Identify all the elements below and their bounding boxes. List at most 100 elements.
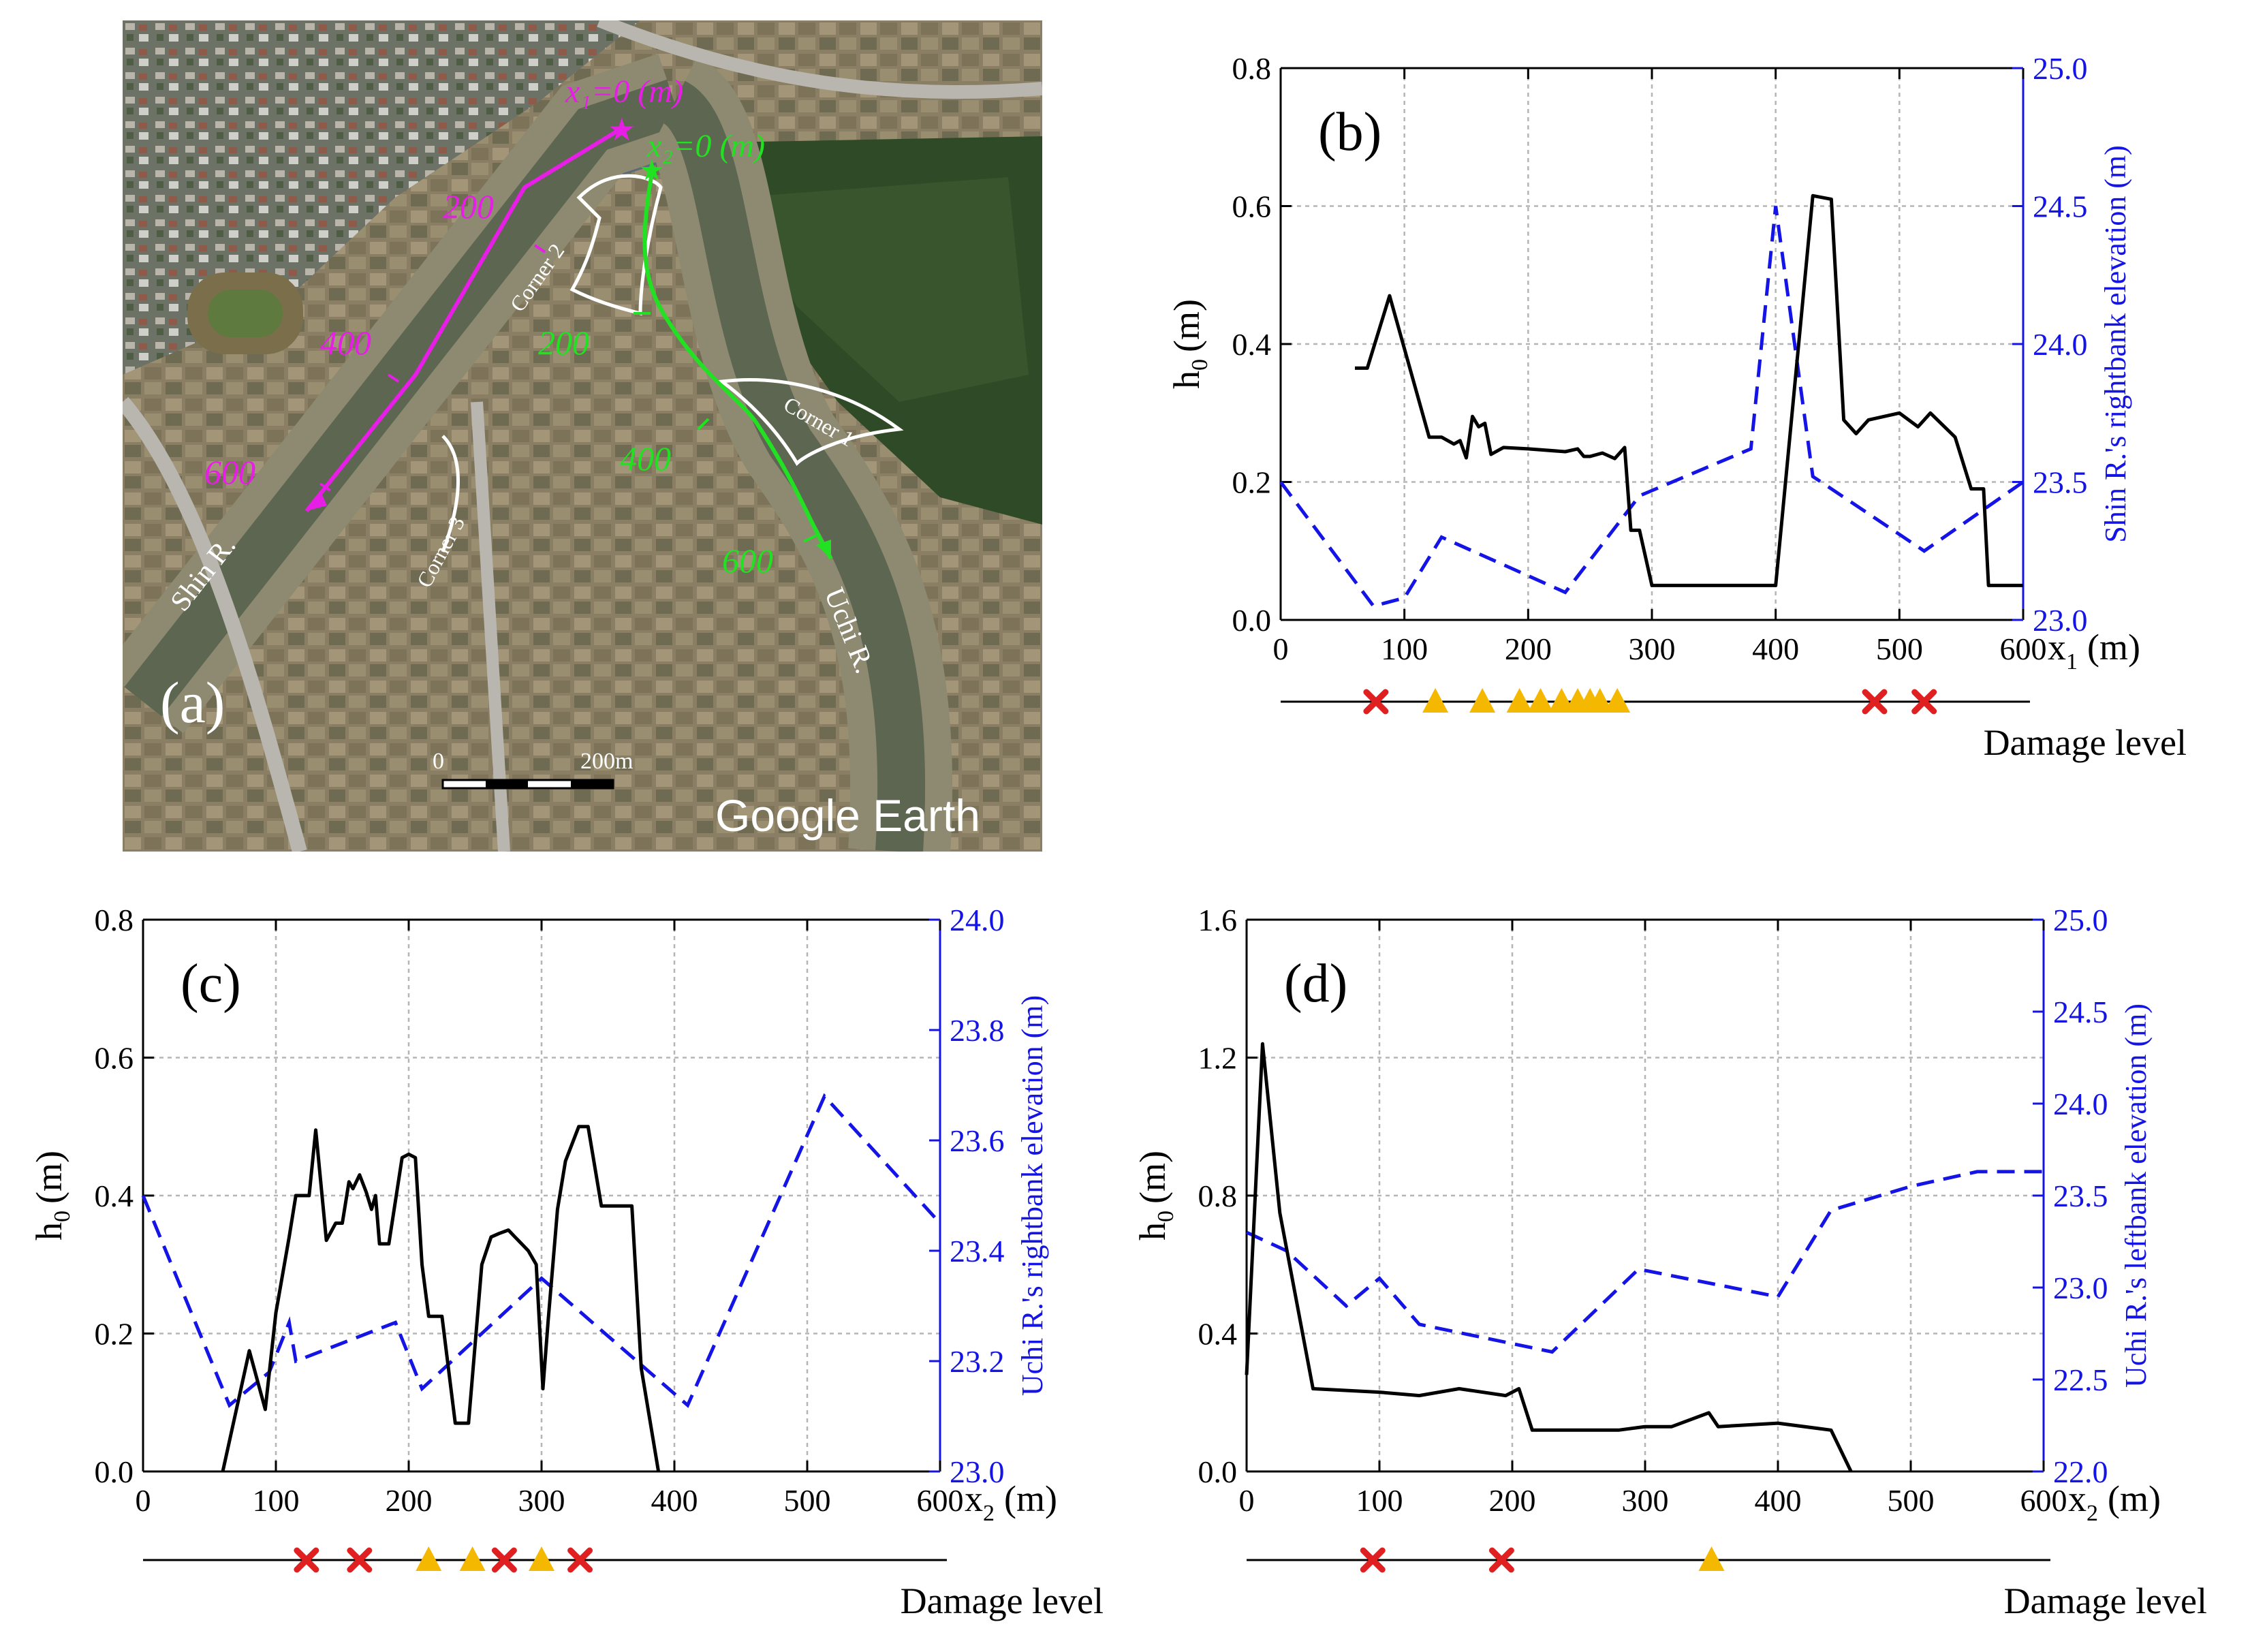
corner-3-outline bbox=[441, 435, 460, 552]
y-tick-label: 0.2 bbox=[95, 1317, 134, 1352]
x1-survey-line bbox=[304, 127, 621, 512]
y2-tick-label: 24.0 bbox=[2053, 1087, 2108, 1121]
scale-zero: 0 bbox=[433, 749, 444, 774]
road-top bbox=[597, 20, 1042, 99]
x1-label-200: 200 bbox=[443, 187, 494, 225]
x2-label-600: 600 bbox=[722, 542, 773, 580]
x2-origin-star: ★ bbox=[639, 155, 665, 187]
x2-label-400: 400 bbox=[620, 439, 671, 478]
x1-tick-600 bbox=[319, 482, 332, 492]
y2-tick-label: 24.5 bbox=[2033, 189, 2088, 224]
damage-cross-stroke bbox=[491, 1547, 517, 1573]
damage-cross-marker bbox=[294, 1547, 319, 1573]
x2-label-200: 200 bbox=[538, 324, 589, 362]
damage-cross-marker bbox=[1862, 689, 1888, 715]
x-tick-label: 500 bbox=[1876, 632, 1923, 666]
x1-label-600: 600 bbox=[204, 453, 255, 491]
road-center bbox=[471, 401, 510, 852]
y-tick-label: 0.4 bbox=[95, 1179, 134, 1213]
damage-triangle-marker bbox=[1506, 688, 1533, 713]
corner-1-outline bbox=[717, 378, 904, 467]
y-tick-label: 0.0 bbox=[1232, 603, 1272, 638]
x-axis-label: x bbox=[2068, 1478, 2087, 1519]
forest-shade bbox=[736, 177, 1029, 402]
x-tick-label: 500 bbox=[784, 1483, 831, 1518]
y-axis-label-unit: (m) bbox=[1138, 1151, 1173, 1204]
y-tick-label: 0.0 bbox=[1198, 1454, 1238, 1489]
x2-tick-400 bbox=[697, 418, 710, 431]
y-axis-label-unit: (m) bbox=[1166, 299, 1207, 352]
y2-tick-label: 24.0 bbox=[950, 903, 1005, 937]
x1-tick-200 bbox=[533, 244, 546, 253]
y-tick-label: 0.6 bbox=[95, 1041, 134, 1076]
y2-tick-label: 23.8 bbox=[950, 1013, 1005, 1048]
y-tick-label: 1.6 bbox=[1198, 903, 1238, 937]
damage-triangle-marker bbox=[1422, 688, 1449, 713]
damage-cross-stroke bbox=[294, 1547, 319, 1573]
x1-label-400: 400 bbox=[320, 324, 371, 362]
y2-tick-label: 23.0 bbox=[2053, 1271, 2108, 1305]
y2-tick-label: 23.0 bbox=[950, 1454, 1005, 1489]
track-inner bbox=[208, 290, 283, 337]
scale-200m: 200m bbox=[580, 749, 633, 774]
h0-series-line bbox=[1355, 193, 2023, 587]
scale-bar-dark bbox=[486, 780, 528, 788]
x-tick-label: 300 bbox=[518, 1483, 565, 1518]
y-axis-label: h0 (m) bbox=[1138, 1151, 1178, 1241]
x-tick-label: 200 bbox=[386, 1483, 433, 1518]
y-axis-label-main: h bbox=[1138, 1222, 1173, 1241]
y-axis-label: h0 (m) bbox=[29, 1151, 75, 1241]
y2-tick-label: 23.5 bbox=[2033, 465, 2088, 500]
damage-cross-stroke bbox=[567, 1547, 593, 1573]
y-tick-label: 0.4 bbox=[1198, 1317, 1238, 1352]
elevation-series-line bbox=[141, 1093, 941, 1408]
x-tick-label: 0 bbox=[1273, 632, 1289, 666]
x-tick-label: 200 bbox=[1489, 1483, 1536, 1518]
y2-tick-label: 23.2 bbox=[950, 1344, 1005, 1379]
corner-2-outline bbox=[569, 174, 663, 316]
x1-origin-label: x₁=0 (m) bbox=[565, 74, 683, 110]
x-tick-label: 600 bbox=[917, 1483, 964, 1518]
x2-tick-600 bbox=[803, 533, 818, 543]
x-tick-label: 400 bbox=[1752, 632, 1799, 666]
damage-cross-stroke bbox=[1911, 689, 1937, 715]
x-tick-label: 400 bbox=[1755, 1483, 1802, 1518]
damage-level-label: Damage level bbox=[1984, 722, 2187, 763]
y2-axis-label: Uchi R.'s leftbank elevation (m) bbox=[2119, 1003, 2153, 1388]
y-tick-label: 0.2 bbox=[1232, 465, 1272, 500]
elevation-series-line bbox=[1279, 206, 2025, 608]
x-tick-label: 0 bbox=[1239, 1483, 1255, 1518]
damage-cross-marker bbox=[1911, 689, 1937, 715]
x-tick-label: 0 bbox=[136, 1483, 151, 1518]
damage-cross-marker bbox=[347, 1547, 373, 1573]
y-tick-label: 0.8 bbox=[95, 903, 134, 937]
x-axis-label-unit: (m) bbox=[2108, 1478, 2161, 1519]
x-tick-label: 300 bbox=[1629, 632, 1676, 666]
x-tick-label: 100 bbox=[1356, 1483, 1403, 1518]
damage-cross-stroke bbox=[347, 1547, 373, 1573]
y2-tick-label: 25.0 bbox=[2033, 51, 2088, 86]
chart-b: 0 100 200 300 400 500 600 x 1 (m) 0.0 0.2 0.4 0.6 0.8 h… bbox=[1166, 51, 2187, 763]
y-axis-label: h0 (m) bbox=[1166, 299, 1213, 389]
chart-c: 0 100 200 300 400 500 600 x 2 (m) 0.0 0.2 0.4 0.6 0.8 h… bbox=[29, 903, 1104, 1621]
damage-level-label: Damage level bbox=[2004, 1580, 2207, 1621]
aerial-map-panel: ★ ★ x₁=0 (m) x₂=0 (m) 200 400 600 200 40… bbox=[123, 20, 1042, 852]
x-tick-label: 600 bbox=[2000, 632, 2047, 666]
x-axis-label: x bbox=[2048, 627, 2066, 668]
y2-tick-label: 24.0 bbox=[2033, 327, 2088, 362]
y2-tick-label: 23.5 bbox=[2053, 1179, 2108, 1213]
x2-survey-line bbox=[642, 168, 833, 560]
damage-cross-marker bbox=[1488, 1547, 1514, 1573]
panel-label: (c) bbox=[181, 954, 241, 1014]
damage-level-label: Damage level bbox=[901, 1580, 1104, 1621]
y2-tick-label: 22.5 bbox=[2053, 1362, 2108, 1397]
x-axis-label-unit: (m) bbox=[1004, 1478, 1057, 1519]
x-axis-label-subscript: 2 bbox=[2087, 1501, 2098, 1526]
y2-tick-label: 23.6 bbox=[950, 1123, 1005, 1158]
damage-cross-marker bbox=[567, 1547, 593, 1573]
damage-triangle-marker bbox=[1469, 688, 1496, 713]
damage-triangle-marker bbox=[1604, 688, 1631, 713]
damage-triangle-marker bbox=[416, 1546, 442, 1571]
google-earth-watermark: Google Earth bbox=[715, 790, 980, 841]
